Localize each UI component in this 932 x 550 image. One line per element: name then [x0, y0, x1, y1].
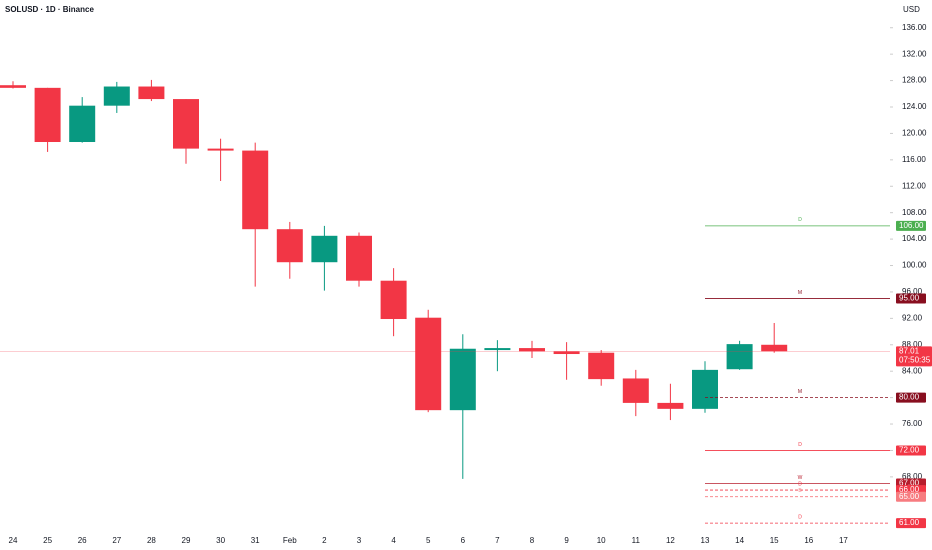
- y-tick-label: 76.00: [902, 419, 923, 428]
- candle-body: [207, 148, 234, 151]
- y-tick-label: 120.00: [902, 129, 927, 138]
- level-price-label: 106.00: [899, 221, 924, 230]
- x-tick-label: 5: [426, 536, 431, 545]
- x-tick-label: 14: [735, 536, 744, 545]
- x-tick-label: 29: [182, 536, 191, 545]
- candle-body: [553, 351, 580, 355]
- level-price-label: 72.00: [899, 446, 920, 455]
- x-tick-label: 9: [564, 536, 569, 545]
- candle-body: [484, 348, 511, 351]
- currency: USD: [903, 5, 920, 14]
- level-price-box: [896, 445, 926, 456]
- level-tag: D: [798, 442, 802, 448]
- x-tick-label: 10: [597, 536, 606, 545]
- y-tick-label: 100.00: [902, 261, 927, 270]
- candle-body: [69, 105, 96, 143]
- candle-body: [519, 348, 545, 352]
- candle-body: [103, 86, 130, 106]
- candle-body: [346, 235, 372, 281]
- countdown: 07:50:35: [899, 355, 931, 364]
- candle-body: [380, 280, 407, 320]
- level-price-label: 95.00: [899, 294, 920, 303]
- level-tag: M: [798, 290, 802, 296]
- level-price-label: 61.00: [899, 518, 920, 527]
- candle-body: [657, 402, 684, 409]
- y-tick-label: 96.00: [902, 287, 923, 296]
- x-tick-label: 16: [804, 536, 813, 545]
- level-tag: D: [798, 217, 802, 223]
- x-tick-label: 25: [43, 536, 52, 545]
- x-tick-label: 17: [839, 536, 848, 545]
- x-tick-label: 13: [701, 536, 710, 545]
- y-tick-label: 92.00: [902, 313, 923, 322]
- x-tick-label: 28: [147, 536, 156, 545]
- candle-body: [761, 344, 788, 352]
- level-tag: W: [798, 475, 803, 481]
- level-price-box: [896, 220, 926, 231]
- x-tick-label: 4: [391, 536, 396, 545]
- level-price-box: [896, 293, 926, 304]
- candle-body: [34, 87, 61, 143]
- level-price-label: 66.00: [899, 485, 920, 494]
- y-tick-label: 88.00: [902, 340, 923, 349]
- level-price-label: 65.00: [899, 492, 920, 501]
- y-tick-label: 68.00: [902, 472, 923, 481]
- candle-body: [726, 344, 753, 370]
- candle-body: [692, 369, 718, 409]
- level-tag: D: [798, 481, 802, 487]
- y-tick-label: 84.00: [902, 366, 923, 375]
- level-tag: D: [798, 514, 802, 520]
- candle-body: [242, 150, 269, 230]
- level-price-label: 67.00: [899, 479, 920, 488]
- x-tick-label: 6: [461, 536, 466, 545]
- candle-body: [449, 348, 476, 411]
- y-tick-label: 112.00: [902, 181, 926, 190]
- x-tick-label: 7: [495, 536, 500, 545]
- y-tick-label: 108.00: [902, 208, 927, 217]
- candle-body: [311, 235, 338, 263]
- last-price-label: 87.01: [899, 346, 920, 355]
- x-tick-label: 27: [112, 536, 121, 545]
- candle-body: [276, 229, 303, 263]
- candle-body: [622, 378, 649, 403]
- y-tick-label: 128.00: [902, 76, 927, 85]
- x-tick-label: 31: [251, 536, 260, 545]
- last-price-box: [896, 346, 932, 367]
- x-tick-label: 11: [632, 536, 641, 545]
- x-tick-label: 30: [216, 536, 225, 545]
- x-tick-label: 15: [770, 536, 779, 545]
- level-tag: B: [798, 488, 802, 494]
- x-tick-label: Feb: [283, 536, 297, 545]
- y-tick-label: 132.00: [902, 49, 927, 58]
- chart-title: SOLUSD · 1D · Binance: [5, 5, 94, 14]
- candle-body: [0, 85, 26, 88]
- y-tick-label: 124.00: [902, 102, 927, 111]
- y-tick-label: 136.00: [902, 23, 927, 32]
- y-tick-label: 116.00: [902, 155, 926, 164]
- x-tick-label: 26: [78, 536, 87, 545]
- level-price-box: [896, 491, 926, 502]
- level-price-box: [896, 392, 926, 403]
- x-tick-label: 3: [357, 536, 362, 545]
- candle-body: [173, 99, 199, 149]
- level-price-box: [896, 518, 926, 529]
- x-tick-label: 24: [9, 536, 18, 545]
- x-tick-label: 8: [530, 536, 535, 545]
- candle-body: [138, 86, 165, 100]
- candle-body: [415, 317, 442, 411]
- level-tag: M: [798, 389, 802, 395]
- candle-body: [588, 352, 615, 380]
- level-price-label: 80.00: [899, 393, 920, 402]
- y-tick-label: 104.00: [902, 234, 927, 243]
- x-tick-label: 12: [666, 536, 675, 545]
- x-tick-label: 2: [322, 536, 327, 545]
